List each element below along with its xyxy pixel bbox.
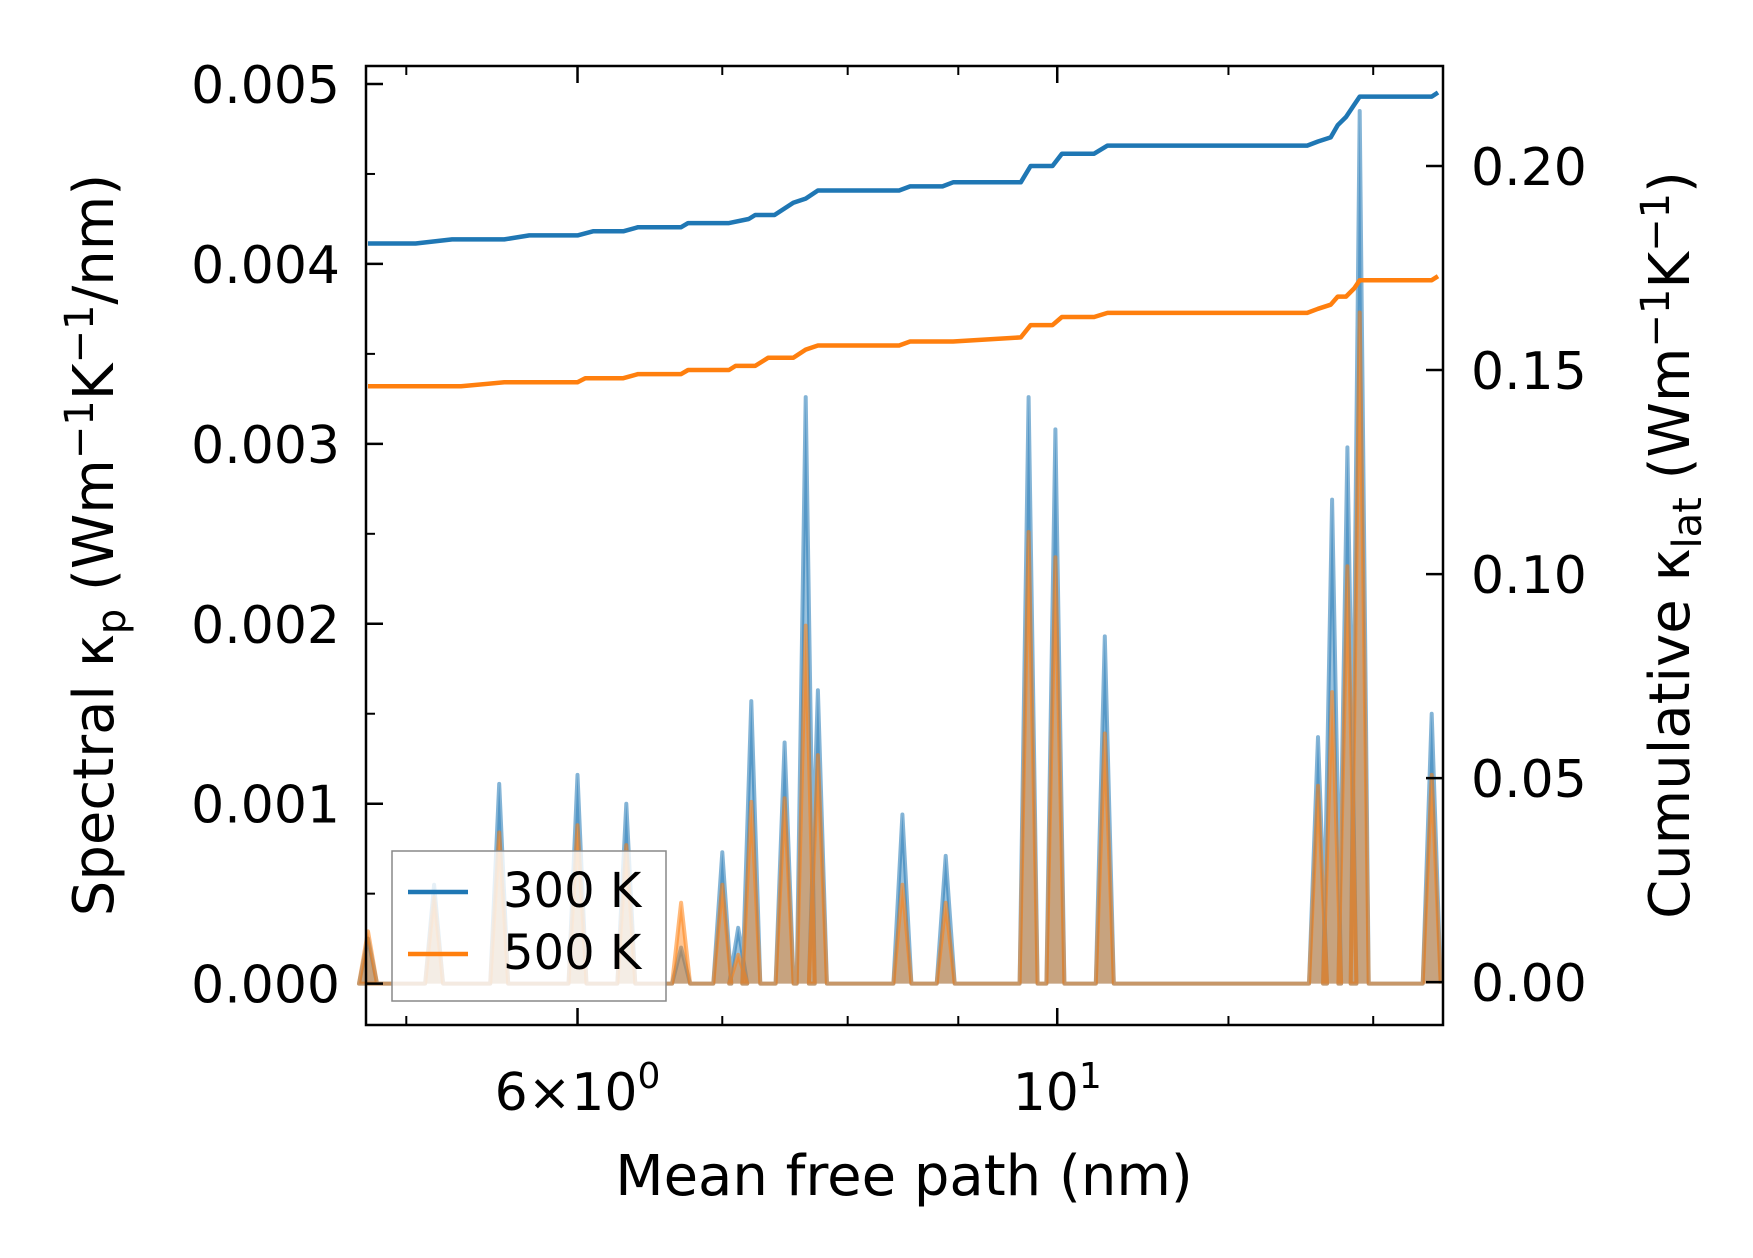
right-tick-label: 0.05 xyxy=(1471,750,1587,810)
spectral-fill-500k xyxy=(359,312,1441,984)
right-tick-label: 0.20 xyxy=(1471,138,1587,198)
right-tick-label: 0.10 xyxy=(1471,546,1587,606)
right-tick-label: 0.00 xyxy=(1471,954,1587,1014)
x-axis-label: Mean free path (nm) xyxy=(615,1144,1192,1209)
right-tick-label: 0.15 xyxy=(1471,342,1587,402)
left-tick-label: 0.000 xyxy=(191,956,340,1016)
axes-layer: 0.000 0.001 0.002 0.003 0.004 0.005 0.00 0.05 0.… xyxy=(191,56,1587,1123)
legend: 300 K 500 K xyxy=(391,850,667,1002)
plot-series-layer xyxy=(357,90,1443,986)
x-tick-label: 6×100 xyxy=(495,1056,661,1123)
cumulative-line-500k xyxy=(368,274,1440,389)
left-axis-label: Spectral κp (Wm−1K−1/nm) xyxy=(57,174,135,916)
left-tick-label: 0.001 xyxy=(191,776,340,836)
left-tick-label: 0.004 xyxy=(191,236,340,296)
cumulative-line-300k xyxy=(368,90,1440,246)
left-tick-label: 0.002 xyxy=(191,596,340,656)
left-tick-label: 0.005 xyxy=(191,56,340,116)
legend-label-500k: 500 K xyxy=(503,925,643,981)
plot-frame xyxy=(364,64,1445,1027)
spectral-fill-300k xyxy=(359,111,1441,984)
legend-label-300k: 300 K xyxy=(503,863,643,919)
x-tick-label: 101 xyxy=(1013,1056,1102,1123)
right-axis-label: Cumulative κlat (Wm−1K−1) xyxy=(1633,171,1711,919)
legend-frame xyxy=(391,850,667,1002)
spectral-line-500k xyxy=(357,310,1443,986)
left-tick-label: 0.003 xyxy=(191,416,340,476)
